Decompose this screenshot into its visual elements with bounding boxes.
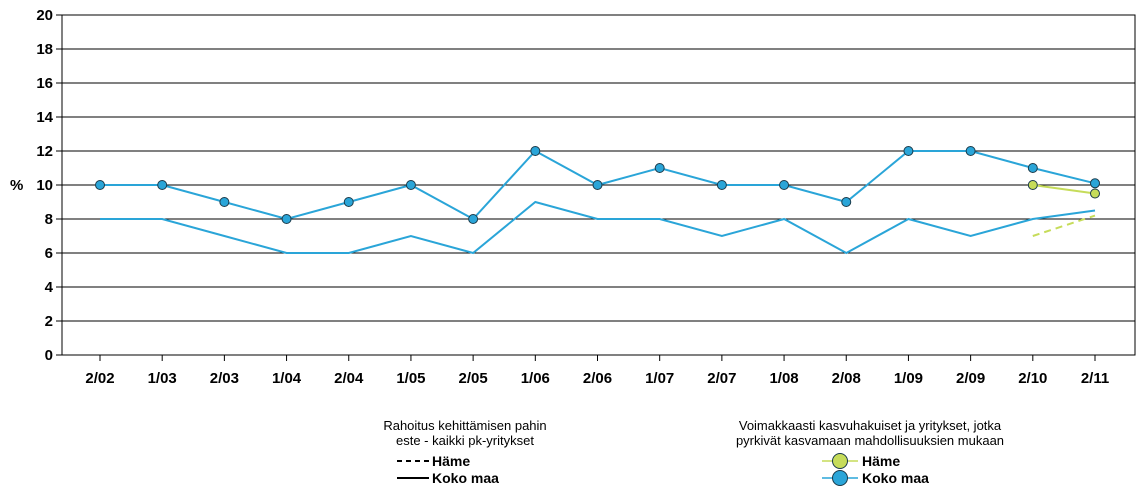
legend-left-item-hame-label: Häme bbox=[432, 452, 471, 469]
x-tick-label: 1/04 bbox=[272, 370, 302, 387]
legend-left: Rahoitus kehittämisen pahin este - kaikk… bbox=[340, 418, 590, 486]
legend-right-title-line1: Voimakkaasti kasvuhakuiset ja yritykset,… bbox=[738, 418, 1002, 433]
data-point bbox=[841, 197, 852, 207]
series-lines bbox=[100, 149, 1096, 255]
y-axis-ticks: 0 2 4 6 8 10 12 14 16 18 20 bbox=[36, 7, 62, 364]
data-point bbox=[1027, 163, 1038, 173]
x-tick-label: 1/06 bbox=[521, 370, 550, 387]
data-point bbox=[95, 180, 105, 190]
x-tick-label: 2/11 bbox=[1081, 370, 1109, 387]
data-point bbox=[530, 146, 541, 156]
x-tick-label: 2/02 bbox=[85, 370, 114, 387]
series-line-0 bbox=[100, 200, 1096, 255]
x-tick-label: 1/05 bbox=[396, 370, 425, 387]
data-point bbox=[343, 197, 354, 207]
data-point bbox=[468, 214, 479, 224]
y-tick-label: 18 bbox=[36, 41, 53, 58]
legend-right-title-line2: pyrkivät kasvamaan mahdollisuuksien muka… bbox=[735, 433, 1005, 448]
x-axis-ticks: 2/02 1/03 2/03 1/04 2/04 1/05 2/05 1/06 2/06 1/07… bbox=[85, 355, 1109, 387]
y-axis-label: % bbox=[10, 177, 23, 194]
data-point bbox=[779, 180, 790, 190]
solid-line-swatch-icon bbox=[397, 476, 429, 479]
data-point bbox=[1027, 180, 1038, 190]
x-tick-label: 2/03 bbox=[210, 370, 239, 387]
data-point bbox=[405, 180, 416, 190]
data-point bbox=[965, 146, 976, 156]
y-tick-label: 6 bbox=[45, 245, 53, 262]
data-point bbox=[903, 146, 914, 156]
legend-left-title-line2: este - kaikki pk-yritykset bbox=[396, 433, 534, 448]
plot-frame bbox=[61, 14, 1136, 356]
x-tick-label: 2/08 bbox=[832, 370, 861, 387]
y-tick-label: 0 bbox=[45, 347, 53, 364]
blue-circle-marker-icon bbox=[822, 469, 858, 486]
legend-right-item-koko-maa-label: Koko maa bbox=[862, 469, 929, 486]
x-tick-label: 2/04 bbox=[334, 370, 364, 387]
x-tick-label: 1/03 bbox=[148, 370, 177, 387]
x-tick-label: 2/05 bbox=[459, 370, 488, 387]
data-point bbox=[716, 180, 727, 190]
x-tick-label: 1/07 bbox=[645, 370, 674, 387]
x-tick-label: 1/09 bbox=[894, 370, 923, 387]
data-point bbox=[157, 180, 168, 190]
y-tick-label: 16 bbox=[36, 75, 53, 92]
y-tick-label: 20 bbox=[36, 7, 53, 24]
series-markers bbox=[95, 146, 1100, 224]
y-tick-label: 8 bbox=[45, 211, 53, 228]
legend-left-item-koko-maa: Koko maa bbox=[396, 469, 590, 486]
data-point bbox=[219, 197, 230, 207]
legend-left-item-hame: Häme bbox=[396, 452, 590, 469]
legend-right-item-hame-label: Häme bbox=[862, 452, 901, 469]
y-tick-label: 2 bbox=[45, 313, 53, 330]
series-line-1 bbox=[1032, 214, 1096, 237]
data-point bbox=[281, 214, 292, 224]
y-tick-label: 10 bbox=[36, 177, 53, 194]
legend-right-item-koko-maa: Koko maa bbox=[820, 469, 1050, 486]
legend-right: Voimakkaasti kasvuhakuiset ja yritykset,… bbox=[690, 418, 1050, 486]
series-line-3 bbox=[1032, 184, 1096, 195]
data-point bbox=[654, 163, 665, 173]
y-tick-label: 12 bbox=[36, 143, 53, 160]
x-tick-label: 2/07 bbox=[707, 370, 736, 387]
y-tick-label: 14 bbox=[36, 109, 53, 126]
legend-right-item-hame: Häme bbox=[820, 452, 1050, 469]
legend-left-title-line1: Rahoitus kehittämisen pahin bbox=[383, 418, 547, 433]
data-point bbox=[1090, 188, 1100, 199]
data-point bbox=[592, 180, 603, 190]
x-tick-label: 2/09 bbox=[956, 370, 985, 387]
y-tick-label: 4 bbox=[45, 279, 54, 296]
green-circle-marker-icon bbox=[822, 452, 858, 469]
x-tick-label: 1/08 bbox=[769, 370, 798, 387]
data-point bbox=[1090, 178, 1100, 189]
legend-left-item-koko-maa-label: Koko maa bbox=[432, 469, 499, 486]
x-tick-label: 2/06 bbox=[583, 370, 612, 387]
x-tick-label: 2/10 bbox=[1018, 370, 1047, 387]
dashed-line-swatch-icon bbox=[397, 459, 429, 462]
